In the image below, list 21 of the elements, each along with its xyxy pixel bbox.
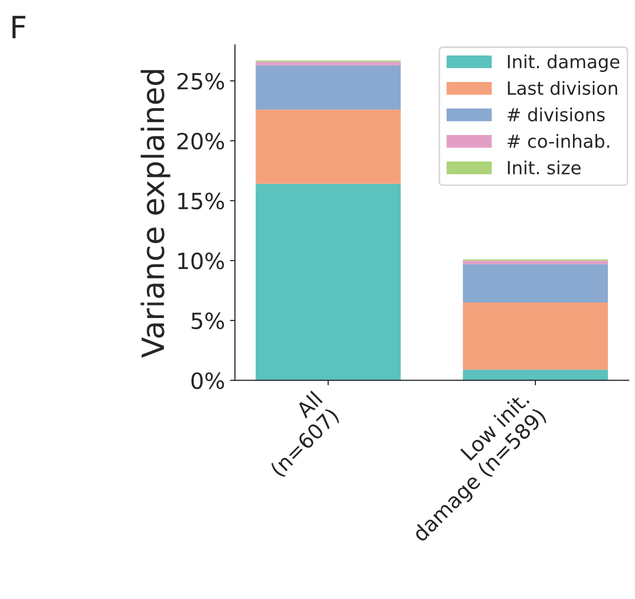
y-tick-label: 15% bbox=[178, 192, 224, 210]
bar bbox=[256, 184, 401, 380]
bar bbox=[462, 302, 608, 370]
bar bbox=[462, 370, 608, 380]
bar bbox=[256, 110, 401, 184]
y-tick-label: 10% bbox=[178, 252, 224, 270]
y-tick-label: 20% bbox=[177, 132, 224, 150]
y-tick-label: 25% bbox=[177, 72, 224, 90]
y-axis-title: Variance explained bbox=[140, 70, 170, 358]
legend-label: # co-inhab. bbox=[508, 134, 610, 148]
y-tick-label: 0% bbox=[191, 372, 224, 390]
y-tick-label: 5% bbox=[192, 312, 224, 330]
legend-label: # divisions bbox=[508, 107, 605, 122]
bar bbox=[462, 264, 608, 302]
bar bbox=[256, 65, 401, 110]
legend-label: Init. size bbox=[508, 160, 581, 174]
bar bbox=[256, 62, 401, 66]
chart-title: F bbox=[12, 16, 26, 38]
bar bbox=[462, 260, 608, 264]
legend-label: Init. damage bbox=[508, 54, 620, 72]
legend-label: Last division bbox=[508, 80, 618, 95]
